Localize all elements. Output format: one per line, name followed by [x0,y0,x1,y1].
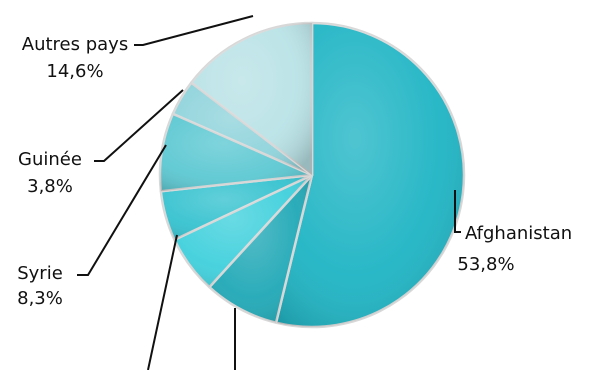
slice-shading [191,23,312,175]
slice-shading [160,175,312,240]
slice-shading [276,23,464,327]
slice-shading [174,175,312,288]
leader-line [147,234,178,370]
leader-lines [77,15,461,370]
leader-line [77,144,167,276]
leader-line [94,89,184,162]
pie-slices [158,21,466,329]
slice-shading [209,175,312,323]
slice-value-label: 14,6% [46,61,103,82]
slice-label: Afghanistan [465,223,572,244]
slice-labels: Afghanistan 53,8% Syrie 8,3% Guinée 3,8% Autre… [17,34,572,309]
slice-value-label: 3,8% [27,176,73,197]
slice-shading [160,113,312,192]
slice-shading [172,82,312,175]
slice-value-label: 8,3% [17,288,63,309]
leader-line [454,190,461,233]
slice-label: Autres pays [22,34,128,55]
slice-label: Guinée [18,149,82,170]
leader-line [134,15,254,46]
slice-value-label: 53,8% [457,254,514,275]
slice-label: Syrie [17,263,63,284]
